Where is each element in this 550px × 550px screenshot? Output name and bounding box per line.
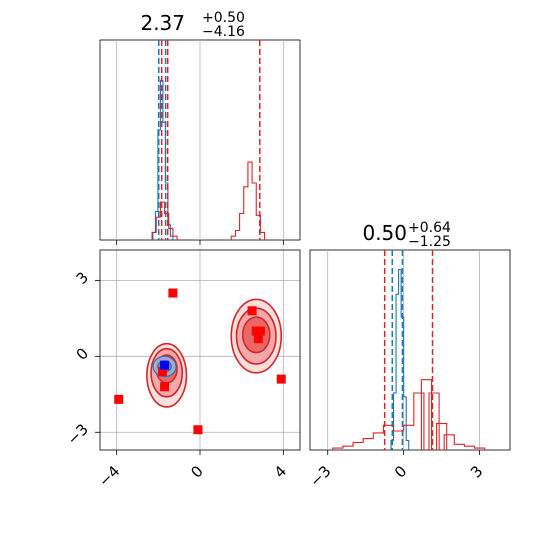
bl-red-point-8 <box>160 382 170 392</box>
panel-bottom-right-title-minus: −1.25 <box>408 234 451 250</box>
br-hist-series-0 <box>390 268 410 450</box>
br-xtick-label-1: 0 <box>391 462 410 481</box>
panel-bottom-right-title-plus: +0.64 <box>408 220 451 236</box>
bl-red-point-9 <box>158 367 167 377</box>
bl-red-point-1 <box>114 394 124 404</box>
bl-xtick-label-2: 4 <box>271 462 290 481</box>
bl-red-point-3 <box>276 374 286 384</box>
panel-bottom-left-grid <box>100 250 300 450</box>
panel-top-left-grid <box>116 40 284 240</box>
bl-ytick-label-2: 3 <box>73 268 92 287</box>
panel-bottom-right-quantile-lines <box>383 250 434 450</box>
br-hist-series-1 <box>332 379 486 450</box>
panel-top-left-title: 2.37 <box>140 11 185 35</box>
br-xtick-label-2: 3 <box>467 462 486 481</box>
panel-bottom-right: −3 0 3 0.50 +0.64 −1.25 <box>306 220 511 490</box>
panel-bottom-right-ticks: −3 0 3 <box>306 450 486 490</box>
bl-xtick-label-1: 0 <box>187 462 206 481</box>
tl-hist-series-0 <box>152 79 174 240</box>
bl-ytick-label-0: −3 <box>64 420 92 448</box>
panel-bottom-right-title: 0.50 <box>362 221 407 245</box>
panel-top-left-title-minus: −4.16 <box>202 24 245 40</box>
bl-blue-point-0 <box>160 360 170 370</box>
panel-top-left-title-plus: +0.50 <box>202 10 245 26</box>
bl-red-point-7 <box>253 334 263 344</box>
panel-top-left: 2.37 +0.50 −4.16 <box>99 10 301 245</box>
bl-red-point-6 <box>255 326 265 336</box>
panel-top-left-bars <box>151 79 266 240</box>
bl-ytick-label-1: 0 <box>73 344 92 363</box>
bl-red-point-2 <box>193 425 203 435</box>
panel-bottom-right-bars <box>332 268 486 450</box>
bl-xtick-label-0: −4 <box>95 462 123 490</box>
panel-top-left-quantile-lines <box>158 40 261 240</box>
br-xtick-label-0: −3 <box>306 462 334 490</box>
panel-top-left-ticks <box>116 240 284 245</box>
bl-red-point-4 <box>247 306 257 316</box>
panel-bottom-right-frame <box>309 249 511 451</box>
tl-hist-series-1 <box>151 161 266 240</box>
panel-bottom-left-points <box>114 288 286 435</box>
panel-bottom-left: −4 0 4 −3 0 3 <box>64 249 301 490</box>
bl-red-point-0 <box>168 288 178 298</box>
